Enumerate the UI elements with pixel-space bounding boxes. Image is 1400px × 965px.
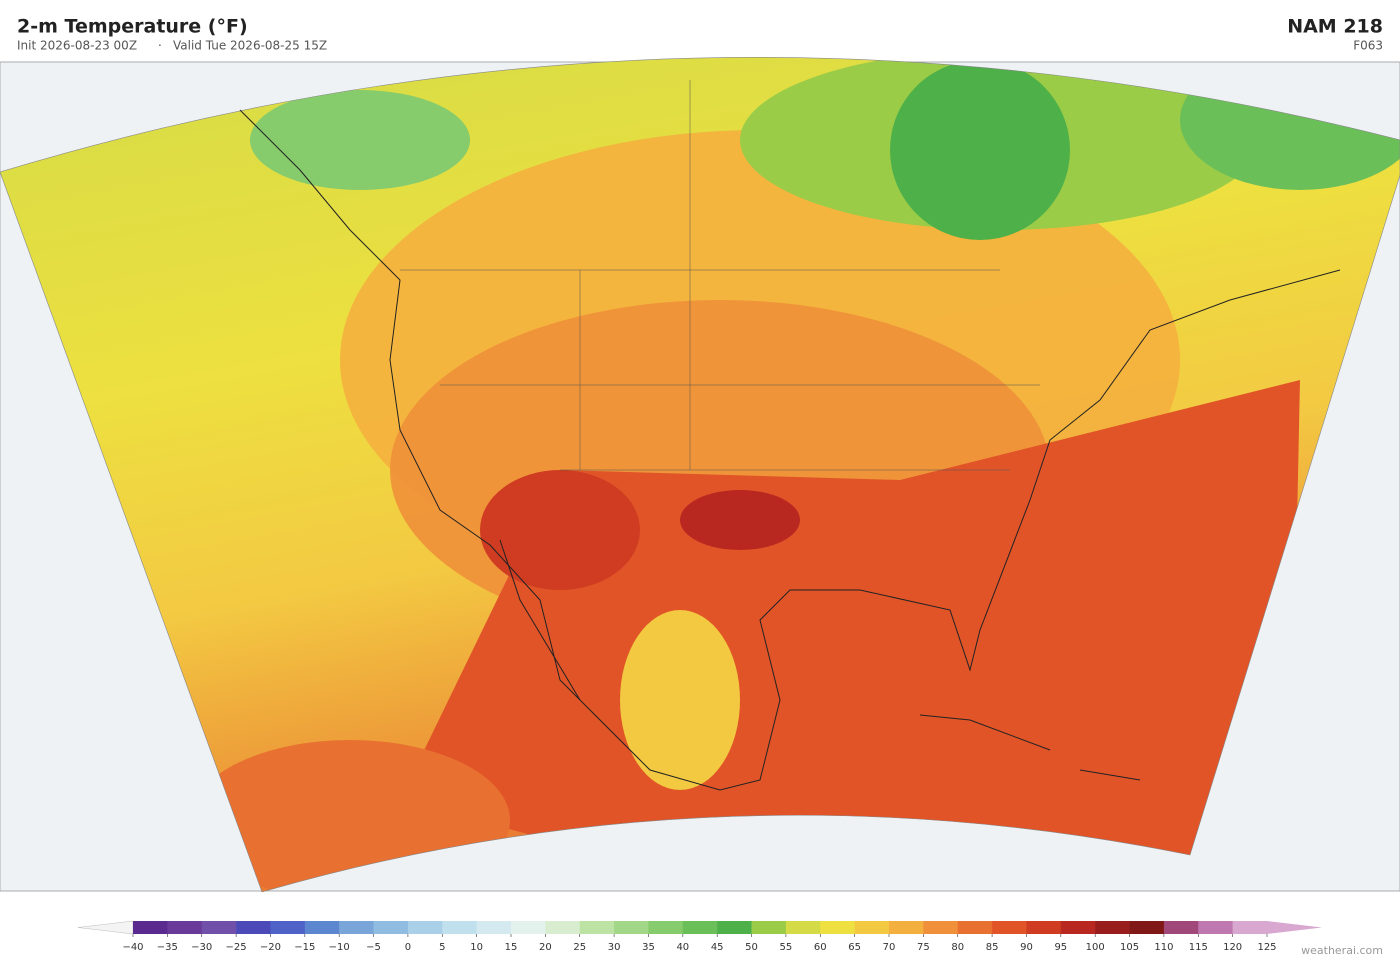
colorbar-bin (511, 921, 546, 934)
colorbar-tick-label: 45 (711, 942, 724, 953)
title: 2-m Temperature (°F) (17, 16, 248, 38)
colorbar-bin (1060, 921, 1096, 934)
colorbar-bin (992, 921, 1027, 934)
colorbar: −40 −35 −30 −25 −20 −15 −10 −5 0 5 10 15 20 25 30 35 40 4… (77, 920, 1322, 953)
colorbar-tick-label: −25 (226, 942, 247, 953)
colorbar-tick-label: 0 (405, 942, 411, 953)
colorbar-tick-label: 80 (951, 942, 964, 953)
colorbar-tick-label: −20 (260, 942, 281, 953)
colorbar-bin (682, 921, 718, 934)
colorbar-bin (579, 921, 615, 934)
colorbar-bin (1026, 921, 1062, 934)
colorbar-tick-label: 110 (1154, 942, 1173, 953)
valid-time: Valid Tue 2026-08-25 15Z (173, 39, 327, 53)
colorbar-tick-label: −10 (329, 942, 350, 953)
colorbar-tick-label: 65 (848, 942, 861, 953)
colorbar-tick-label: −40 (122, 942, 143, 953)
colorbar-tick-label: 90 (1020, 942, 1033, 953)
colorbar-tick-label: 115 (1189, 942, 1208, 953)
colorbar-bin (476, 921, 512, 934)
colorbar-bin (304, 921, 340, 934)
colorbar-tick-label: −5 (366, 942, 381, 953)
model: NAM 218 (1287, 16, 1383, 38)
separator: · (158, 39, 162, 53)
colorbar-tick-label: 15 (505, 942, 518, 953)
colorbar-bin (614, 921, 649, 934)
map (0, 57, 1400, 893)
colorbar-bin (923, 921, 959, 934)
watermark: weatherai.com (1301, 944, 1383, 957)
colorbar-tick-label: −15 (294, 942, 315, 953)
colorbar-bin (1232, 921, 1268, 934)
colorbar-tick-label: −35 (157, 942, 178, 953)
colorbar-tick-label: 85 (986, 942, 999, 953)
colorbar-bin (407, 921, 443, 934)
colorbar-over (1267, 921, 1322, 934)
colorbar-bin (957, 921, 993, 934)
colorbar-tick-label: 120 (1223, 942, 1242, 953)
colorbar-bin (270, 921, 306, 934)
colorbar-tick-label: 40 (676, 942, 689, 953)
colorbar-tick-label: 35 (642, 942, 655, 953)
colorbar-tick-label: 10 (470, 942, 483, 953)
colorbar-tick-label: 50 (745, 942, 758, 953)
colorbar-under (77, 920, 134, 935)
colorbar-tick-label: 70 (883, 942, 896, 953)
colorbar-bin (133, 921, 168, 934)
colorbar-bin (1129, 921, 1165, 934)
colorbar-bin (785, 921, 821, 934)
colorbar-bin (201, 921, 237, 934)
colorbar-tick-label: 55 (780, 942, 793, 953)
colorbar-bin (854, 921, 890, 934)
colorbar-tick-label: −30 (191, 942, 212, 953)
colorbar-bin (1198, 921, 1233, 934)
colorbar-bin (167, 921, 203, 934)
colorbar-bin (339, 921, 374, 934)
colorbar-tick-label: 60 (814, 942, 827, 953)
forecast-hour: F063 (1353, 39, 1383, 53)
colorbar-bin (442, 921, 477, 934)
colorbar-bin (820, 921, 855, 934)
colorbar-tick-label: 105 (1120, 942, 1139, 953)
colorbar-tick-label: 100 (1086, 942, 1105, 953)
colorbar-tick-label: 75 (917, 942, 930, 953)
init-time: Init 2026-08-23 00Z (17, 39, 137, 53)
colorbar-tick-label: 125 (1257, 942, 1276, 953)
colorbar-tick-label: 95 (1054, 942, 1067, 953)
colorbar-bin (889, 921, 924, 934)
colorbar-tick-label: 25 (573, 942, 586, 953)
colorbar-bin (751, 921, 787, 934)
colorbar-tick-label: 5 (439, 942, 445, 953)
colorbar-bin (545, 921, 581, 934)
colorbar-bin (236, 921, 271, 934)
colorbar-bin (1095, 921, 1130, 934)
colorbar-bin (373, 921, 409, 934)
colorbar-tick-label: 30 (608, 942, 621, 953)
colorbar-bin (648, 921, 684, 934)
colorbar-bin (717, 921, 752, 934)
colorbar-tick-label: 20 (539, 942, 552, 953)
colorbar-bin (1163, 921, 1199, 934)
